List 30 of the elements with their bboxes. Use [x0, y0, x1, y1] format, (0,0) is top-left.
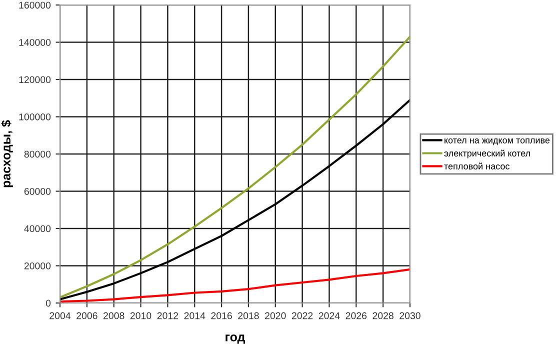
- y-tick-label: 0: [46, 300, 51, 307]
- x-tick-label: 2010: [130, 312, 152, 320]
- x-tick-label: 2004: [50, 312, 71, 320]
- x-tick-label: 2006: [76, 312, 98, 320]
- y-tick-label: 60000: [24, 188, 51, 195]
- x-tick-label: 2022: [292, 312, 313, 320]
- x-tick-label: 2026: [346, 312, 367, 320]
- x-tick-label: 2014: [184, 312, 206, 320]
- x-tick-label: 2016: [211, 312, 232, 320]
- x-tick-label: 2028: [372, 312, 394, 320]
- y-tick-label: 40000: [24, 225, 51, 232]
- legend-label: тепловой насос: [444, 162, 510, 170]
- y-tick-label: 20000: [24, 262, 51, 270]
- x-axis-title: год: [226, 334, 245, 344]
- x-tick-label: 2012: [157, 312, 178, 320]
- y-tick-label: 160000: [19, 2, 51, 9]
- legend-label: котел на жидком топливе: [444, 138, 550, 146]
- legend-label: электрический котел: [444, 150, 530, 158]
- x-tick-label: 2008: [104, 312, 124, 320]
- y-tick-label: 100000: [19, 113, 51, 120]
- y-tick-label: 140000: [19, 38, 51, 46]
- line-series: [60, 98, 410, 300]
- x-tick-label: 2020: [265, 312, 286, 320]
- y-axis-title: расходы, $: [1, 120, 13, 188]
- x-tick-label: 2018: [238, 312, 259, 320]
- x-tick-label: 2030: [400, 312, 420, 320]
- line-series: [60, 36, 410, 298]
- y-tick-label: 120000: [19, 76, 51, 84]
- x-tick-label: 2024: [318, 312, 340, 320]
- y-tick-label: 80000: [24, 150, 51, 158]
